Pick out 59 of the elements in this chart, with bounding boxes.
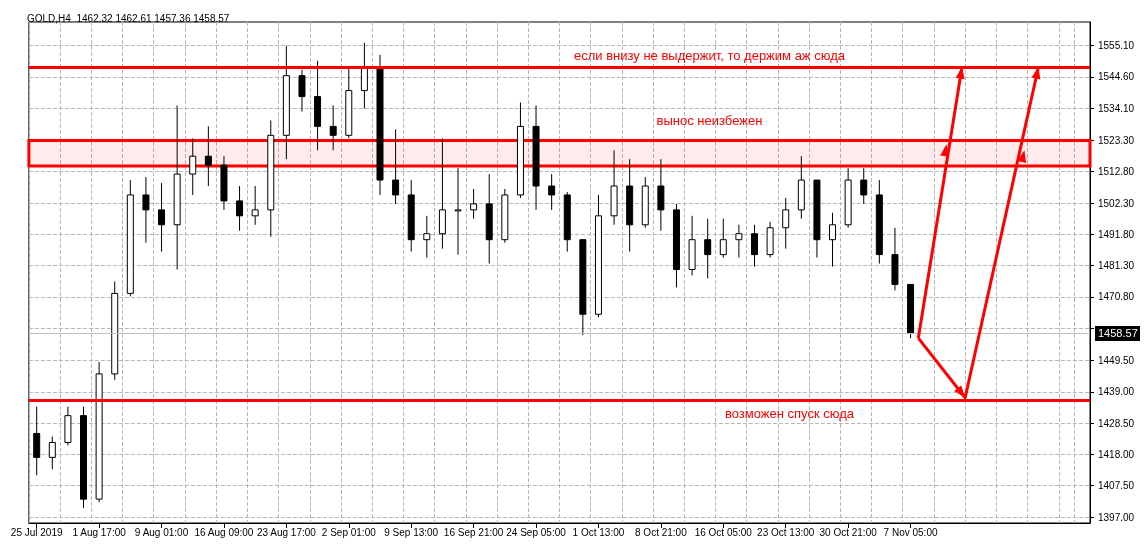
candlestick [423, 215, 431, 259]
candlestick [704, 218, 712, 279]
candlestick [204, 125, 212, 187]
ref-line-label: 1458.57 [1098, 327, 1138, 340]
x-tick-label: 7 Nov 05:00 [883, 526, 938, 538]
x-tick-label: 16 Aug 09:00 [194, 526, 254, 538]
y-tick-label: 1418.00 [1098, 448, 1135, 460]
candlestick [33, 406, 41, 476]
candlestick [735, 224, 743, 259]
ref-line-label: возможен спуск сюда [724, 405, 855, 421]
y-tick-label: 1481.30 [1098, 260, 1135, 272]
y-tick-label: 1555.10 [1098, 40, 1135, 52]
y-tick-label: 1407.50 [1098, 480, 1135, 492]
candlestick [438, 137, 446, 250]
y-tick-label: 1523.30 [1098, 134, 1135, 146]
chart-title: GOLD,H4 1462.32 1462.61 1457.36 1458.57 [27, 12, 230, 24]
x-tick-label: 23 Oct 13:00 [757, 526, 815, 538]
candlestick [189, 137, 197, 196]
candlestick [751, 224, 758, 268]
candlestick [329, 105, 337, 151]
x-tick-label: 2 Sep 01:00 [321, 526, 377, 538]
x-tick-label: 25 Jul 2019 [10, 526, 63, 538]
x-tick-label: 9 Aug 01:00 [134, 526, 189, 538]
x-tick-label: 9 Sep 13:00 [384, 526, 439, 538]
candlestick [829, 212, 837, 268]
y-tick-label: 1512.80 [1098, 166, 1135, 178]
x-tick-label: 16 Oct 05:00 [694, 526, 753, 538]
x-tick-label: 1 Oct 13:00 [572, 526, 625, 538]
candlestick [782, 197, 790, 250]
x-tick-label: 8 Oct 21:00 [635, 526, 688, 538]
x-tick-label: 1 Aug 17:00 [72, 526, 127, 538]
candlestick [142, 176, 150, 244]
y-tick-label: 1428.50 [1098, 417, 1135, 429]
candlestick [158, 182, 166, 253]
y-tick-label: 1544.60 [1098, 71, 1135, 83]
candlestick [392, 128, 400, 205]
y-tick-label: 1502.30 [1098, 197, 1135, 209]
band-label: вынос неизбежен [656, 112, 763, 128]
candlestick [657, 158, 665, 232]
candlestick [454, 167, 462, 256]
ref-line-label: если внизу не выдержит, то держим аж сюда [573, 47, 846, 63]
y-tick-label: 1439.00 [1098, 386, 1135, 398]
candlestick [251, 185, 259, 226]
y-tick-label: 1397.00 [1098, 511, 1135, 523]
y-tick-label: 1534.10 [1098, 102, 1135, 114]
y-tick-label: 1491.80 [1098, 228, 1135, 240]
x-tick-label: 16 Sep 21:00 [443, 526, 504, 538]
y-tick-label: 1470.80 [1098, 291, 1135, 303]
candlestick [548, 173, 556, 211]
candlestick [236, 185, 244, 232]
candlestick [470, 188, 478, 220]
x-tick-label: 24 Sep 05:00 [506, 526, 567, 538]
candlestick [48, 436, 56, 470]
x-tick-label: 23 Aug 17:00 [256, 526, 317, 538]
x-tick-label: 30 Oct 21:00 [819, 526, 878, 538]
y-tick-label: 1449.50 [1098, 354, 1135, 366]
candlestick [298, 69, 306, 112]
candlestick [719, 218, 727, 259]
candlestick [860, 167, 868, 205]
